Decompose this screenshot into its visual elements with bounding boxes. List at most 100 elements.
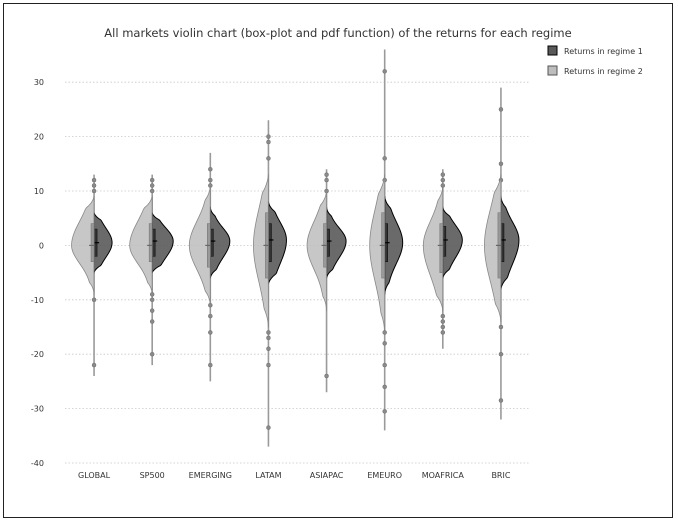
outlier-point xyxy=(266,335,271,341)
violin-half-regime-2 xyxy=(484,174,502,322)
outlier-point xyxy=(498,351,504,357)
outlier-point xyxy=(440,177,446,183)
outlier-point xyxy=(149,183,155,188)
violin-half-regime-2 xyxy=(129,196,153,295)
axes: -40 -30 -20 -10 0 10 20 30 GLOBAL SP500 EMERGING LA… xyxy=(31,78,511,480)
violin-half-regime-2 xyxy=(253,174,269,328)
y-tick-label: 20 xyxy=(34,133,44,142)
legend[interactable]: Returns in regime 1 Returns in regime 2 xyxy=(547,45,643,76)
outlier-point xyxy=(91,177,97,183)
outlier-point xyxy=(440,313,446,319)
outlier-point xyxy=(266,362,271,368)
outlier-point xyxy=(324,172,329,177)
outlier-point xyxy=(382,69,387,74)
outlier-point xyxy=(208,362,213,368)
outlier-point xyxy=(382,362,387,368)
outlier-point xyxy=(208,166,213,172)
outlier-point xyxy=(149,351,155,357)
outlier-point xyxy=(266,330,271,335)
outlier-point xyxy=(149,177,155,183)
outlier-point xyxy=(91,297,97,303)
x-tick-label: SP500 xyxy=(140,471,165,480)
x-tick-label: EMERGING xyxy=(189,471,232,480)
violin-half-regime-1 xyxy=(209,206,231,279)
outlier-point xyxy=(382,330,387,335)
legend-swatch-regime-1 xyxy=(547,45,558,56)
outlier-point xyxy=(208,177,213,183)
outlier-point xyxy=(440,324,446,330)
legend-item-regime-1[interactable]: Returns in regime 1 xyxy=(547,45,643,56)
x-tick-label: ASIAPAC xyxy=(310,471,344,480)
box-iqr-regime-1 xyxy=(326,228,330,257)
legend-item-regime-2[interactable]: Returns in regime 2 xyxy=(547,65,643,76)
violin-half-regime-1 xyxy=(267,201,287,284)
y-tick-label: -10 xyxy=(31,296,44,305)
outlier-point xyxy=(149,292,155,297)
box-iqr-regime-1 xyxy=(500,223,505,263)
violin-half-regime-1 xyxy=(93,212,113,274)
outlier-point xyxy=(324,373,329,379)
chart-title: All markets violin chart (box-plot and p… xyxy=(104,26,571,40)
x-tick-label: GLOBAL xyxy=(78,471,111,480)
outlier-point xyxy=(149,319,155,324)
y-tick-label: -30 xyxy=(31,405,44,414)
outlier-point xyxy=(266,139,271,145)
y-tick-label: -40 xyxy=(31,459,44,468)
violin-half-regime-2 xyxy=(422,185,444,312)
outlier-point xyxy=(91,188,97,194)
outlier-point xyxy=(208,330,213,335)
violin-half-regime-1 xyxy=(384,195,404,295)
outlier-point xyxy=(149,297,155,303)
outlier-point xyxy=(208,302,213,308)
box-iqr-regime-2 xyxy=(148,223,153,263)
x-tick-label: LATAM xyxy=(255,471,281,480)
outlier-point xyxy=(440,319,446,324)
box-iqr-regime-1 xyxy=(210,228,214,257)
outlier-point xyxy=(91,183,97,188)
y-tick-label: 10 xyxy=(34,187,44,196)
outlier-point xyxy=(208,313,213,319)
outlier-point xyxy=(382,341,387,346)
outlier-point xyxy=(382,156,387,161)
outlier-point xyxy=(498,161,504,167)
legend-label-regime-1: Returns in regime 1 xyxy=(564,47,643,56)
outlier-point xyxy=(382,384,387,390)
outlier-point xyxy=(149,188,155,194)
y-tick-label: 0 xyxy=(39,241,44,250)
x-tick-label: BRIC xyxy=(491,471,510,480)
x-tick-label: EMEURO xyxy=(367,471,402,480)
y-tick-label: 30 xyxy=(34,78,44,87)
violin-half-regime-2 xyxy=(306,190,327,312)
outlier-point xyxy=(382,409,387,414)
box-iqr-regime-1 xyxy=(268,223,272,263)
box-iqr-regime-2 xyxy=(90,223,95,263)
outlier-point xyxy=(498,107,504,112)
grid xyxy=(65,81,530,464)
box-iqr-regime-2 xyxy=(439,223,444,273)
outlier-point xyxy=(266,425,271,430)
violin-half-regime-1 xyxy=(500,195,520,290)
violin-half-regime-2 xyxy=(369,174,386,333)
box-iqr-regime-1 xyxy=(151,228,156,257)
violin-half-regime-1 xyxy=(325,206,347,279)
violin-half-regime-1 xyxy=(442,206,463,279)
box-iqr-regime-1 xyxy=(442,226,447,257)
violin-half-regime-1 xyxy=(151,212,174,274)
outlier-point xyxy=(498,324,504,330)
outlier-point xyxy=(440,172,446,177)
legend-swatch-regime-2 xyxy=(547,65,558,76)
legend-label-regime-2: Returns in regime 2 xyxy=(564,67,643,76)
outlier-point xyxy=(498,398,504,403)
outlier-point xyxy=(266,346,271,352)
outlier-point xyxy=(91,362,97,368)
outlier-point xyxy=(266,134,271,139)
outlier-point xyxy=(266,156,271,161)
violin-half-regime-2 xyxy=(188,185,211,306)
violin-half-regime-2 xyxy=(71,196,95,295)
outlier-point xyxy=(440,330,446,335)
outlier-point xyxy=(149,308,155,313)
x-tick-label: MOAFRICA xyxy=(422,471,465,480)
violins xyxy=(71,49,520,447)
y-tick-label: -20 xyxy=(31,350,44,359)
